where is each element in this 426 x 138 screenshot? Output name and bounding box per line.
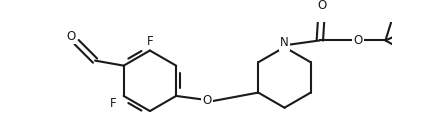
Text: O: O: [353, 34, 363, 47]
Text: F: F: [147, 35, 153, 48]
Text: O: O: [203, 95, 212, 108]
Text: O: O: [318, 0, 327, 12]
Text: N: N: [280, 36, 289, 49]
Text: F: F: [109, 97, 116, 110]
Text: O: O: [66, 30, 75, 43]
